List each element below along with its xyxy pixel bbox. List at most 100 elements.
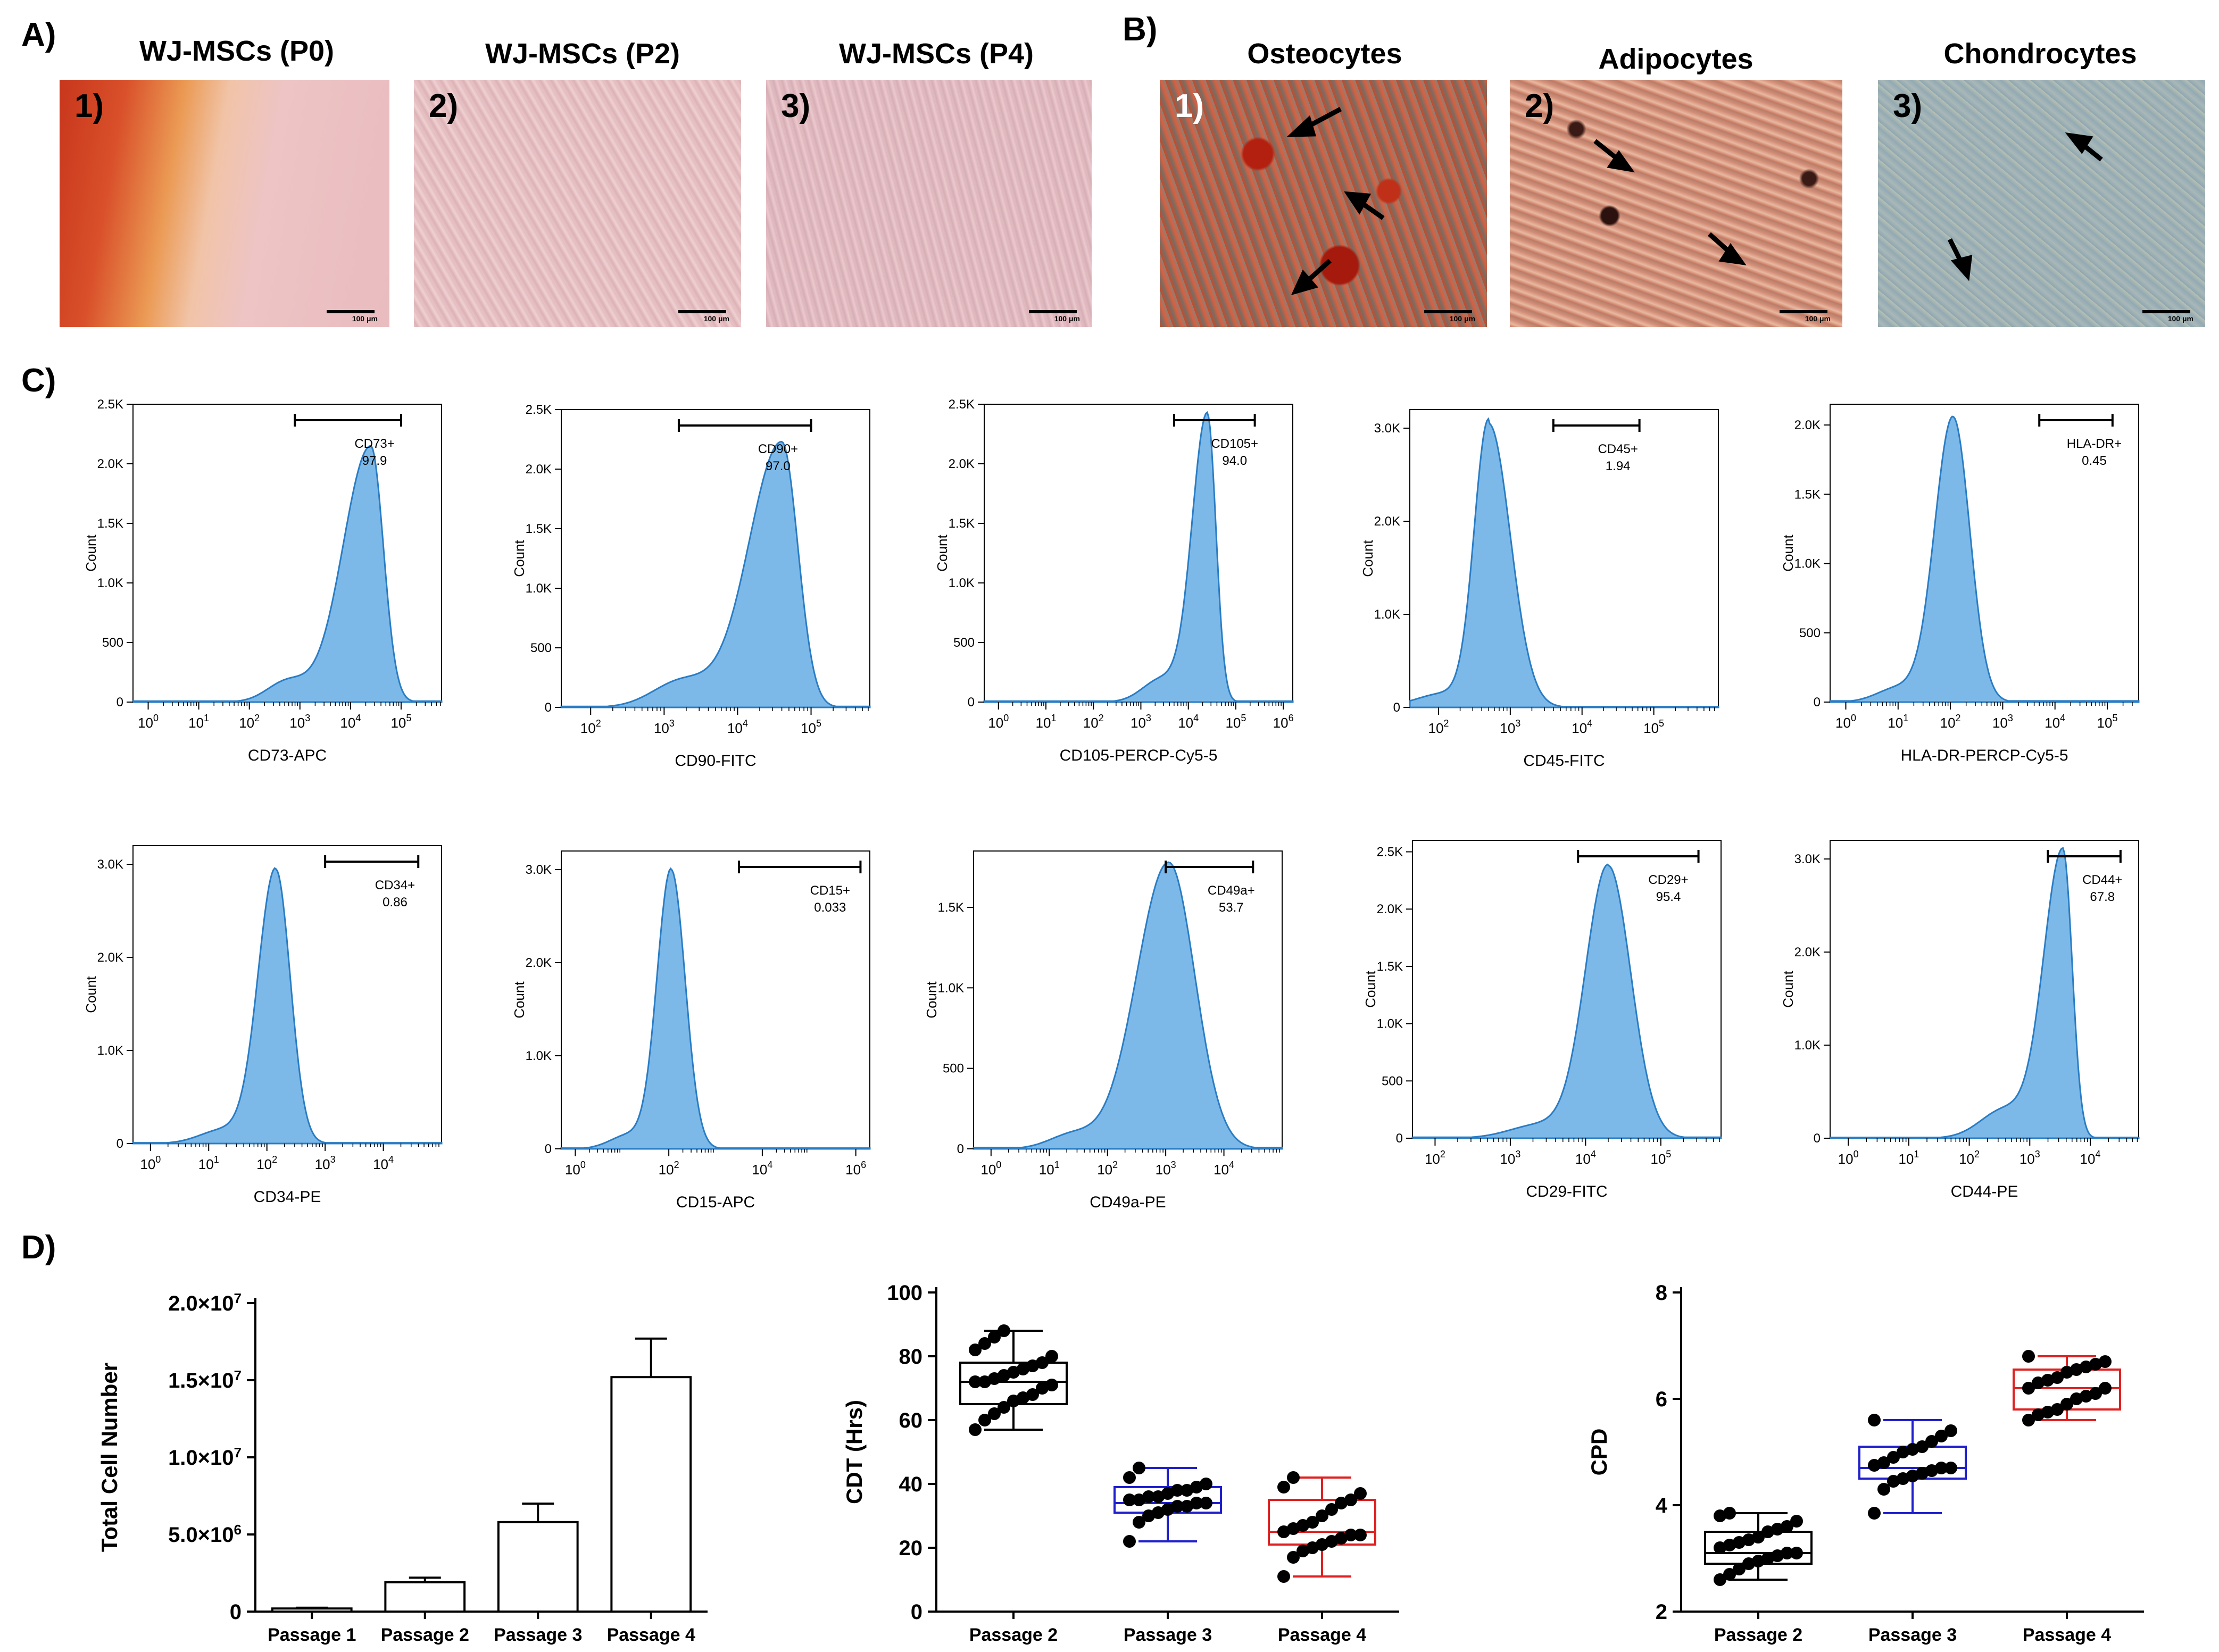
gate-name: CD105+ — [1211, 437, 1258, 451]
y-tick-label: 2.0K — [97, 457, 123, 471]
y-tick-label: 500 — [102, 636, 123, 650]
histogram-cd34: 0 1.0K 2.0K 3.0K Count 100 101 102 103 104 CD34-PE… — [83, 845, 443, 1206]
data-point — [2089, 1387, 2102, 1400]
y-tick-label: 20 — [899, 1537, 923, 1560]
x-tick-label: 100 — [1835, 713, 1856, 731]
y-axis-label: Count — [934, 535, 950, 572]
x-tick-label: 101 — [198, 1154, 219, 1172]
data-point — [1190, 1497, 1203, 1509]
data-point — [2099, 1382, 2112, 1395]
histogram-area — [560, 867, 871, 1150]
micrograph-wj-mscs-p4: 3) 100 μm — [766, 80, 1092, 327]
data-point — [1925, 1435, 1938, 1448]
data-point — [2022, 1350, 2035, 1363]
scale-bar — [327, 310, 375, 313]
data-point — [1316, 1509, 1328, 1522]
x-axis-label: CD29-FITC — [1526, 1183, 1607, 1200]
data-point — [1868, 1414, 1881, 1426]
x-axis-label: CD90-FITC — [675, 752, 756, 770]
y-tick-label: 1.5K — [526, 522, 552, 536]
gate-name: HLA-DR+ — [2067, 437, 2122, 451]
micrograph-number: 2) — [1525, 88, 1555, 124]
y-tick-label: 0 — [957, 1142, 964, 1156]
data-point — [1752, 1531, 1765, 1543]
histogram-area — [1409, 417, 1719, 708]
x-tick-label: 104 — [1178, 713, 1199, 731]
x-tick-label: 103 — [2019, 1149, 2040, 1167]
x-tick-label: 104 — [1572, 718, 1592, 736]
histogram-cd90: 0 500 1.0K 1.5K 2.0K 2.5K Count 102 103 104 105 CD9… — [511, 403, 871, 770]
data-point — [1925, 1464, 1938, 1477]
x-tick-label: 101 — [1888, 713, 1908, 731]
data-point — [2041, 1406, 2054, 1419]
x-tick-label: 102 — [1959, 1149, 1980, 1167]
micrograph-osteocytes: 1) 100 μm — [1160, 80, 1487, 327]
y-tick-label: 500 — [943, 1062, 964, 1076]
data-point — [2032, 1376, 2045, 1389]
x-tick-label: 102 — [659, 1159, 679, 1178]
x-tick-label: 102 — [1097, 1159, 1118, 1178]
data-point — [1045, 1379, 1058, 1391]
gate-name: CD90+ — [758, 442, 798, 456]
panel-label-c: C) — [21, 362, 56, 399]
y-tick-label: 2.0K — [526, 462, 552, 477]
scale-label: 100 μm — [1449, 314, 1475, 323]
x-axis-label: CD15-APC — [676, 1194, 755, 1211]
data-point — [969, 1375, 982, 1388]
x-tick-label: 103 — [1992, 713, 2013, 731]
data-point — [1916, 1440, 1929, 1453]
x-tick-label: 102 — [580, 718, 601, 736]
x-tick-label: 104 — [340, 713, 361, 731]
x-tick-label: 103 — [1500, 1149, 1520, 1167]
x-tick-label: 105 — [1650, 1149, 1671, 1167]
y-tick-label: 1.0K — [526, 581, 552, 596]
bar-chart-total-cell-number: 0 5.0×106 1.0×107 1.5×107 2.0×107 Total Cell … — [97, 1290, 708, 1645]
x-tick-label: 100 — [140, 1154, 161, 1172]
y-axis-label: CPD — [1586, 1429, 1611, 1476]
x-tick-label: 104 — [2045, 713, 2065, 731]
data-point — [978, 1337, 991, 1350]
y-tick-label: 0 — [545, 1142, 552, 1156]
micrograph-wj-mscs-p2: 2) 100 μm — [414, 80, 741, 327]
x-tick-label: 104 — [2080, 1149, 2101, 1167]
x-tick-label: 106 — [1273, 713, 1294, 731]
scale-bar — [1780, 310, 1827, 313]
y-axis-label: Count — [511, 981, 527, 1019]
data-point — [2060, 1366, 2073, 1379]
gate-value: 97.9 — [362, 454, 387, 468]
bar — [497, 1521, 579, 1613]
histogram-area — [132, 867, 443, 1145]
histogram-cd49a: 0 500 1.0K 1.5K Count 100 101 102 103 104 CD49a-PE… — [924, 850, 1283, 1211]
x-tick-label: 104 — [1575, 1149, 1596, 1167]
data-point — [1752, 1555, 1765, 1567]
x-tick-label: 104 — [727, 718, 748, 736]
x-tick-label: Passage 1 — [268, 1625, 356, 1645]
y-tick-label: 0 — [117, 695, 123, 710]
x-tick-label: 104 — [752, 1159, 772, 1178]
x-tick-label: Passage 2 — [381, 1625, 469, 1645]
data-point — [2070, 1392, 2083, 1405]
x-tick-label: 102 — [256, 1154, 277, 1172]
y-tick-label: 2.0K — [1794, 945, 1821, 960]
scale-bar — [2142, 310, 2190, 313]
histogram-area — [983, 411, 1294, 703]
data-point — [1781, 1520, 1793, 1533]
data-point — [1761, 1552, 1774, 1565]
x-tick-label: 100 — [988, 713, 1009, 731]
x-tick-label: 101 — [1039, 1159, 1060, 1178]
data-point — [1916, 1467, 1929, 1480]
data-point — [2070, 1363, 2083, 1376]
y-tick-label: 3.0K — [97, 857, 123, 872]
data-point — [1906, 1470, 1919, 1482]
y-tick-label: 0 — [117, 1137, 123, 1151]
data-point — [1771, 1523, 1784, 1536]
y-tick-label: 2.0K — [1377, 902, 1403, 916]
gate-name: CD45+ — [1598, 442, 1638, 456]
y-tick-label: 0 — [1814, 695, 1821, 710]
scale-label: 100 μm — [1805, 314, 1831, 323]
data-point — [1935, 1462, 1948, 1474]
data-point — [1887, 1451, 1900, 1464]
y-tick-label: 1.0K — [1794, 557, 1821, 571]
y-tick-label: 6 — [1656, 1388, 1667, 1411]
y-tick-label: 1.5×107 — [168, 1367, 242, 1392]
